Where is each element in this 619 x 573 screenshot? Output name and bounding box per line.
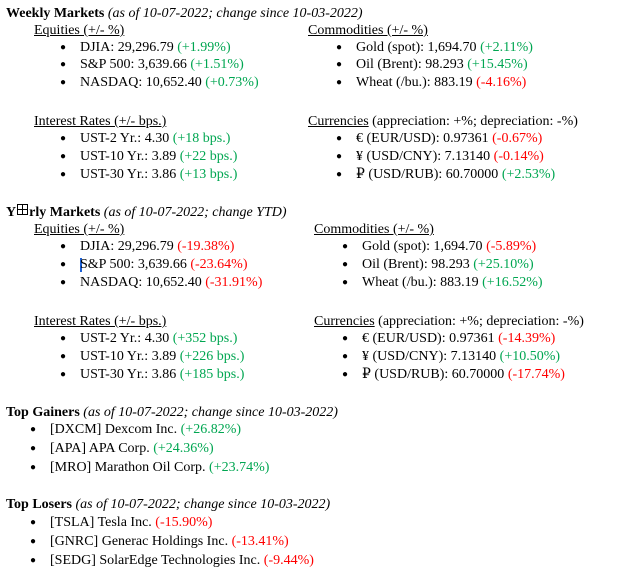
bullet-icon: ● bbox=[30, 536, 37, 547]
list-item: Wheat (/bu.): 883.19 (-4.16%) bbox=[356, 75, 527, 90]
yearly-title-start: Y bbox=[6, 205, 17, 220]
gainers-title-line: Top Gainers (as of 10-07-2022; change si… bbox=[6, 404, 338, 421]
bullet-icon: ● bbox=[336, 133, 343, 144]
yearly-title-end: rly Markets bbox=[29, 205, 101, 220]
bullet-icon: ● bbox=[342, 351, 349, 362]
bullet-icon: ● bbox=[30, 517, 37, 528]
bullet-icon: ● bbox=[336, 59, 343, 70]
weekly-commodities-heading: Commodities (+/- %) bbox=[308, 23, 428, 38]
bullet-icon: ● bbox=[336, 169, 343, 180]
bullet-icon: ● bbox=[342, 259, 349, 270]
list-item: € (EUR/USD): 0.97361 (-14.39%) bbox=[362, 331, 556, 346]
move-handle-icon[interactable] bbox=[17, 204, 29, 215]
bullet-icon: ● bbox=[30, 555, 37, 566]
losers-title-line: Top Losers (as of 10-07-2022; change sin… bbox=[6, 496, 330, 513]
list-item: Wheat (/bu.): 883.19 (+16.52%) bbox=[362, 275, 543, 290]
weekly-currencies-heading: Currencies (appreciation: +%; depreciati… bbox=[308, 114, 578, 129]
bullet-icon: ● bbox=[60, 59, 67, 70]
list-item: [SEDG] SolarEdge Technologies Inc. (-9.4… bbox=[50, 553, 314, 568]
weekly-title: Weekly Markets bbox=[6, 6, 105, 21]
bullet-icon: ● bbox=[342, 369, 349, 380]
list-item: [MRO] Marathon Oil Corp. (+23.74%) bbox=[50, 460, 270, 475]
bullet-icon: ● bbox=[30, 443, 37, 454]
gainers-subtitle: (as of 10-07-2022; change since 10-03-20… bbox=[79, 405, 338, 420]
yearly-equities-heading: Equities (+/- %) bbox=[34, 222, 125, 237]
yearly-subtitle: (as of 10-07-2022; change YTD) bbox=[100, 205, 287, 220]
yearly-rates-heading: Interest Rates (+/- bps.) bbox=[34, 314, 167, 329]
bullet-icon: ● bbox=[60, 77, 67, 88]
losers-title: Top Losers bbox=[6, 497, 73, 512]
list-item: NASDAQ: 10,652.40 (-31.91%) bbox=[80, 275, 263, 290]
list-item: ¥ (USD/CNY): 7.13140 (+10.50%) bbox=[362, 349, 561, 364]
list-item: ₽ (USD/RUB): 60.70000 (+2.53%) bbox=[356, 167, 556, 182]
bullet-icon: ● bbox=[336, 151, 343, 162]
bullet-icon: ● bbox=[60, 241, 67, 252]
list-item: Gold (spot): 1,694.70 (+2.11%) bbox=[356, 40, 533, 55]
list-item: S&P 500: 3,639.66 (-23.64%) bbox=[80, 257, 248, 272]
list-item: Gold (spot): 1,694.70 (-5.89%) bbox=[362, 239, 537, 254]
bullet-icon: ● bbox=[342, 241, 349, 252]
list-item: UST-10 Yr.: 3.89 (+226 bps.) bbox=[80, 349, 245, 364]
weekly-title-line: Weekly Markets (as of 10-07-2022; change… bbox=[6, 5, 363, 22]
list-item: UST-10 Yr.: 3.89 (+22 bps.) bbox=[80, 149, 238, 164]
bullet-icon: ● bbox=[60, 151, 67, 162]
list-item: € (EUR/USD): 0.97361 (-0.67%) bbox=[356, 131, 543, 146]
list-item: [TSLA] Tesla Inc. (-15.90%) bbox=[50, 515, 213, 530]
losers-subtitle: (as of 10-07-2022; change since 10-03-20… bbox=[72, 497, 331, 512]
bullet-icon: ● bbox=[60, 42, 67, 53]
weekly-equities-heading: Equities (+/- %) bbox=[34, 23, 125, 38]
yearly-commodities-heading: Commodities (+/- %) bbox=[314, 222, 434, 237]
bullet-icon: ● bbox=[60, 169, 67, 180]
bullet-icon: ● bbox=[30, 424, 37, 435]
list-item: UST-30 Yr.: 3.86 (+13 bps.) bbox=[80, 167, 238, 182]
list-item: NASDAQ: 10,652.40 (+0.73%) bbox=[80, 75, 259, 90]
list-item: Oil (Brent): 98.293 (+25.10%) bbox=[362, 257, 534, 272]
weekly-subtitle: (as of 10-07-2022; change since 10-03-20… bbox=[104, 6, 363, 21]
bullet-icon: ● bbox=[342, 333, 349, 344]
bullet-icon: ● bbox=[342, 277, 349, 288]
list-item: ¥ (USD/CNY): 7.13140 (-0.14%) bbox=[356, 149, 544, 164]
bullet-icon: ● bbox=[60, 369, 67, 380]
weekly-rates-heading: Interest Rates (+/- bps.) bbox=[34, 114, 167, 129]
bullet-icon: ● bbox=[60, 259, 67, 270]
yearly-currencies-heading: Currencies (appreciation: +%; depreciati… bbox=[314, 314, 584, 329]
list-item: UST-30 Yr.: 3.86 (+185 bps.) bbox=[80, 367, 245, 382]
bullet-icon: ● bbox=[60, 277, 67, 288]
text-cursor bbox=[80, 258, 82, 272]
bullet-icon: ● bbox=[60, 133, 67, 144]
bullet-icon: ● bbox=[336, 42, 343, 53]
list-item: UST-2 Yr.: 4.30 (+352 bps.) bbox=[80, 331, 238, 346]
list-item: [APA] APA Corp. (+24.36%) bbox=[50, 441, 214, 456]
list-item: ₽ (USD/RUB): 60.70000 (-17.74%) bbox=[362, 367, 565, 382]
list-item: DJIA: 29,296.79 (+1.99%) bbox=[80, 40, 231, 55]
list-item: [DXCM] Dexcom Inc. (+26.82%) bbox=[50, 422, 242, 437]
list-item: Oil (Brent): 98.293 (+15.45%) bbox=[356, 57, 528, 72]
bullet-icon: ● bbox=[30, 462, 37, 473]
list-item: S&P 500: 3,639.66 (+1.51%) bbox=[80, 57, 244, 72]
list-item: [GNRC] Generac Holdings Inc. (-13.41%) bbox=[50, 534, 289, 549]
bullet-icon: ● bbox=[60, 351, 67, 362]
gainers-title: Top Gainers bbox=[6, 405, 80, 420]
list-item: UST-2 Yr.: 4.30 (+18 bps.) bbox=[80, 131, 231, 146]
bullet-icon: ● bbox=[60, 333, 67, 344]
list-item: DJIA: 29,296.79 (-19.38%) bbox=[80, 239, 235, 254]
bullet-icon: ● bbox=[336, 77, 343, 88]
